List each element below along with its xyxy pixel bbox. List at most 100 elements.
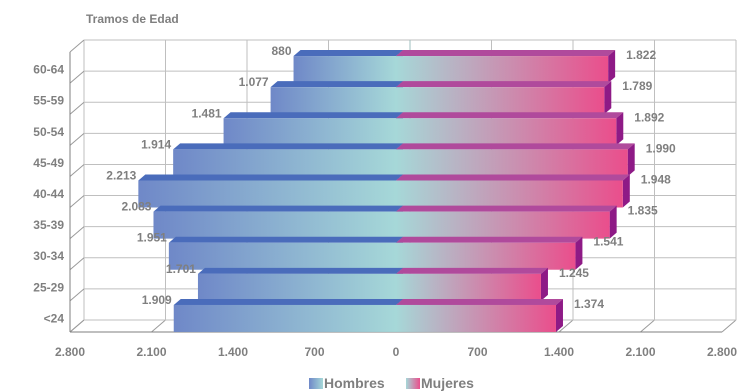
data-label-hombres: 2.213 xyxy=(106,169,136,183)
data-label-mujeres: 1.374 xyxy=(574,297,604,311)
bar-mujeres-60-64-front xyxy=(396,56,609,84)
grid-row-depth xyxy=(69,164,85,177)
data-label-mujeres: 1.541 xyxy=(593,235,623,249)
bar-mujeres-50-54-front xyxy=(396,118,617,146)
y-tick-label: 45-49 xyxy=(33,156,64,170)
data-label-hombres: 1.951 xyxy=(137,231,167,245)
bar-mujeres-60-64-side xyxy=(608,50,616,84)
bar-mujeres-45-49-top xyxy=(396,143,635,150)
x-axis-tick-labels: 2.800 2.100 1.400 700 0 700 1.400 2.100 2.800 xyxy=(55,345,737,359)
y-tick-label: 55-59 xyxy=(33,94,64,108)
data-labels: 880 1.822 1.077 1.789 1.481 1.892 1.914 1.990 2.… xyxy=(106,44,676,311)
bar-mujeres-<24 xyxy=(396,298,563,332)
data-label-hombres: 2.083 xyxy=(121,200,151,214)
x-tick-label: 2.100 xyxy=(625,345,655,359)
grid-depth-line xyxy=(721,319,737,333)
bar-mujeres-25-29-top xyxy=(396,267,548,274)
bar-mujeres-45-49 xyxy=(396,143,635,177)
bar-hombres-45-49 xyxy=(173,143,403,177)
bar-hombres-<24-top xyxy=(173,298,403,305)
bar-mujeres-45-49-front xyxy=(396,149,628,177)
grid-row-depth xyxy=(69,70,85,84)
bar-hombres-50-54 xyxy=(223,112,403,146)
bar-hombres-60-64 xyxy=(293,50,403,84)
data-label-mujeres: 1.245 xyxy=(559,266,589,280)
legend-label-hombres: Hombres xyxy=(324,375,385,391)
x-tick-label: 0 xyxy=(393,345,400,359)
bar-hombres-30-34-front xyxy=(168,242,396,270)
bar-mujeres-40-44-side xyxy=(622,174,630,208)
x-tick-label: 2.800 xyxy=(55,345,85,359)
y-tick-label: 50-54 xyxy=(33,125,64,139)
data-label-hombres: 1.077 xyxy=(239,75,269,89)
data-label-mujeres: 1.990 xyxy=(646,141,676,155)
x-tick-label: 700 xyxy=(467,345,487,359)
data-label-mujeres: 1.835 xyxy=(628,204,658,218)
bar-hombres-30-34 xyxy=(168,236,403,270)
grid-row-depth xyxy=(69,226,85,240)
bar-hombres-25-29 xyxy=(197,267,403,301)
grid-row-depth xyxy=(69,288,85,302)
data-label-mujeres: 1.948 xyxy=(641,173,671,187)
x-tick-label: 1.400 xyxy=(544,345,574,359)
bar-mujeres-35-39-front xyxy=(396,211,610,239)
bar-hombres-<24 xyxy=(173,298,403,332)
data-label-mujeres: 1.892 xyxy=(634,110,664,124)
grid-depth-line xyxy=(558,319,574,333)
bar-mujeres-40-44-top xyxy=(396,174,630,181)
bar-mujeres-40-44 xyxy=(396,174,630,208)
y-tick-label: 40-44 xyxy=(33,187,64,201)
bar-mujeres-55-59 xyxy=(396,81,612,115)
bar-mujeres-35-39-side xyxy=(609,205,617,239)
data-label-mujeres: 1.789 xyxy=(622,79,652,93)
data-label-hombres: 1.914 xyxy=(141,137,171,151)
legend-swatch-hombres xyxy=(309,378,323,389)
data-label-hombres: 1.481 xyxy=(192,106,222,120)
x-tick-label: 2.100 xyxy=(136,345,166,359)
grid-depth-line xyxy=(640,319,655,333)
data-label-hombres: 1.909 xyxy=(142,293,172,307)
x-tick-label: 2.800 xyxy=(707,345,737,359)
bars xyxy=(138,50,635,332)
y-tick-label: 60-64 xyxy=(33,63,64,77)
bar-hombres-55-59 xyxy=(270,81,403,115)
bar-mujeres-<24-front xyxy=(396,304,556,332)
grid-row-depth xyxy=(69,257,85,271)
data-label-mujeres: 1.822 xyxy=(626,48,656,62)
bar-mujeres-55-59-side xyxy=(604,81,612,115)
grid-row-depth xyxy=(69,319,85,333)
grid-row-depth xyxy=(69,39,85,53)
bar-mujeres-50-54-side xyxy=(616,112,624,146)
legend-label-mujeres: Mujeres xyxy=(421,375,474,391)
y-tick-label: 35-39 xyxy=(33,218,64,232)
bar-mujeres-45-49-side xyxy=(627,143,635,177)
bar-hombres-50-54-top xyxy=(223,112,403,119)
y-tick-label: 30-34 xyxy=(33,249,64,263)
bar-hombres-45-49-front xyxy=(173,149,396,177)
bar-hombres-25-29-front xyxy=(197,273,396,301)
bar-hombres-<24-front xyxy=(173,304,396,332)
bar-mujeres-25-29-side xyxy=(540,267,548,301)
bar-hombres-55-59-top xyxy=(270,81,403,88)
bar-hombres-35-39-front xyxy=(153,211,396,239)
x-tick-label: 700 xyxy=(304,345,324,359)
legend-swatch-mujeres xyxy=(406,378,420,389)
bar-mujeres-25-29 xyxy=(396,267,548,301)
bar-hombres-35-39-top xyxy=(153,205,403,212)
bar-mujeres-55-59-top xyxy=(396,81,612,88)
bar-hombres-25-29-top xyxy=(197,267,403,274)
bar-hombres-40-44-front xyxy=(138,180,396,208)
bar-mujeres-55-59-front xyxy=(396,87,605,115)
bar-mujeres-60-64 xyxy=(396,50,616,84)
bar-mujeres-30-34-top xyxy=(396,236,583,243)
grid-row-depth xyxy=(69,101,85,115)
bar-mujeres-30-34 xyxy=(396,236,583,270)
y-tick-label: 25-29 xyxy=(33,280,64,294)
legend: Hombres Mujeres xyxy=(309,375,474,391)
bar-mujeres-50-54 xyxy=(396,112,624,146)
bar-mujeres-<24-top xyxy=(396,298,563,305)
grid-row-depth xyxy=(69,195,85,208)
bar-hombres-55-59-front xyxy=(270,87,396,115)
bar-mujeres-35-39 xyxy=(396,205,617,239)
bar-hombres-45-49-top xyxy=(173,143,403,150)
